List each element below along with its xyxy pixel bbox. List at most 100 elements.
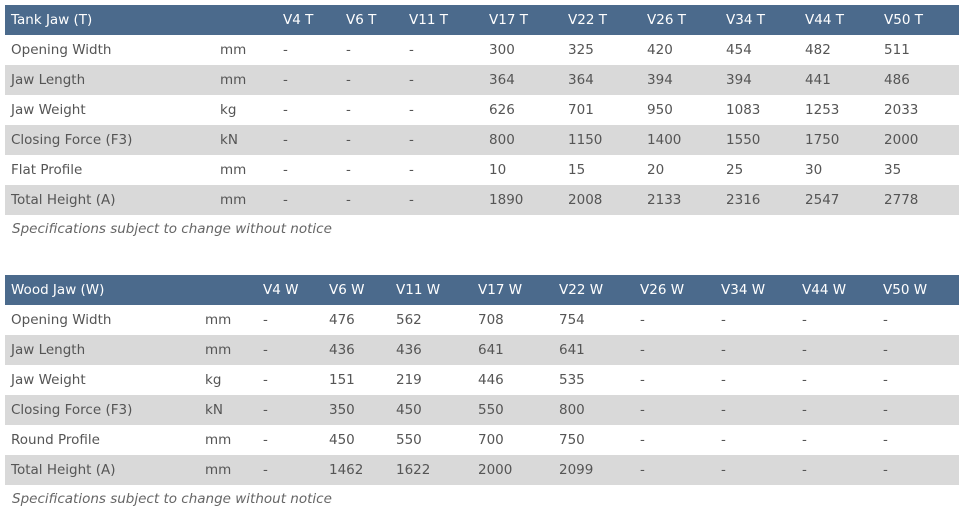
row-unit: mm: [220, 162, 247, 178]
row-value: -: [640, 312, 645, 328]
row-unit: kg: [205, 372, 222, 388]
row-value: -: [403, 65, 484, 95]
model-header: V11 T: [403, 5, 484, 35]
row-value: -: [263, 372, 268, 388]
row-value: 364: [483, 65, 563, 95]
row-label: Round Profile: [11, 432, 100, 448]
tank-jaw-spec-table: Tank Jaw (T) V4 T V6 T V11 T V17 T V22 T…: [5, 5, 960, 215]
row-label: Total Height (A): [5, 185, 214, 215]
row-value: -: [883, 372, 888, 388]
row-value: 420: [647, 42, 673, 58]
table-row: Opening Width mm - 476 562 708 754 - - - -: [5, 305, 959, 335]
row-unit: mm: [199, 335, 257, 365]
row-value: 2000: [878, 125, 960, 155]
row-value: -: [802, 432, 807, 448]
row-value: 394: [641, 65, 721, 95]
row-value: 1253: [805, 102, 840, 118]
model-header: V4 T: [277, 5, 341, 35]
row-value: 350: [323, 395, 390, 425]
table-body: Opening Width mm - - -300 325 420 454 482 511 Jaw …: [5, 35, 960, 215]
disclaimer-note: Specifications subject to change without…: [12, 491, 332, 507]
table-header-row: Tank Jaw (T) V4 T V6 T V11 T V17 T V22 T…: [5, 5, 960, 35]
model-header: V22 W: [553, 275, 634, 305]
row-value: 35: [884, 162, 902, 178]
row-value: -: [796, 455, 877, 485]
row-value: -: [340, 125, 404, 155]
row-value: -: [283, 162, 288, 178]
row-value: 441: [799, 65, 879, 95]
row-value: -: [277, 125, 341, 155]
row-value: -: [883, 432, 888, 448]
row-value: 750: [559, 432, 585, 448]
row-value: -: [634, 455, 715, 485]
row-value: 535: [559, 372, 585, 388]
row-value: -: [346, 42, 351, 58]
row-value: -: [721, 312, 726, 328]
row-value: -: [877, 395, 959, 425]
model-header: V44 T: [799, 5, 879, 35]
row-value: 151: [329, 372, 355, 388]
row-value: 450: [390, 395, 472, 425]
row-value: -: [796, 395, 877, 425]
table-row: Flat Profile mm - - - 10 15 20 25 30 35: [5, 155, 959, 185]
row-value: 1150: [562, 125, 642, 155]
row-value: 1550: [720, 125, 800, 155]
row-value: 436: [323, 335, 390, 365]
row-value: 950: [647, 102, 673, 118]
row-value: 550: [472, 395, 553, 425]
row-value: -: [715, 395, 796, 425]
table-row: Jaw Length mm -436 436 641 641- - - -: [5, 335, 959, 365]
row-value: -: [409, 162, 414, 178]
table-row: Total Height (A) mm - - -1890 2008 2133 2316 254…: [5, 185, 960, 215]
row-unit: mm: [199, 455, 257, 485]
model-header: V34 T: [720, 5, 800, 35]
wood-jaw-spec-table: Wood Jaw (W) V4 W V6 W V11 W V17 W V22 W…: [5, 275, 959, 485]
row-label: Closing Force (F3): [5, 395, 199, 425]
row-value: 2547: [799, 185, 879, 215]
row-unit: mm: [214, 65, 278, 95]
model-header: V6 T: [340, 5, 404, 35]
row-value: -: [346, 102, 351, 118]
row-value: 2000: [472, 455, 553, 485]
row-value: 25: [726, 162, 744, 178]
row-value: 626: [489, 102, 515, 118]
row-value: 2033: [884, 102, 919, 118]
table-row: Jaw Weight kg - - - 626 701 950 1083 1253 2033: [5, 95, 959, 125]
row-value: -: [883, 312, 888, 328]
row-value: -: [277, 65, 341, 95]
row-unit: mm: [214, 185, 278, 215]
row-value: 550: [396, 432, 422, 448]
row-value: -: [802, 372, 807, 388]
row-value: 708: [478, 312, 504, 328]
row-value: -: [283, 102, 288, 118]
row-value: -: [257, 395, 323, 425]
model-header: V50 T: [878, 5, 960, 35]
row-value: -: [634, 335, 715, 365]
row-value: -: [403, 125, 484, 155]
row-value: 641: [472, 335, 553, 365]
row-value: 800: [483, 125, 563, 155]
row-value: -: [340, 185, 404, 215]
row-value: -: [715, 335, 796, 365]
row-label: Flat Profile: [11, 162, 83, 178]
row-value: 1890: [483, 185, 563, 215]
row-value: 800: [553, 395, 634, 425]
row-value: 754: [559, 312, 585, 328]
row-value: 454: [726, 42, 752, 58]
row-label: Jaw Weight: [11, 102, 86, 118]
row-value: 486: [878, 65, 960, 95]
row-value: 300: [489, 42, 515, 58]
table-row: Closing Force (F3) kN - - -800 1150 1400 1550 17…: [5, 125, 960, 155]
table-body: Opening Width mm -476 562 708 754- - - - Jaw Leng…: [5, 305, 959, 485]
model-header: V50 W: [877, 275, 959, 305]
row-label: Jaw Length: [5, 335, 199, 365]
model-header: V26 T: [641, 5, 721, 35]
row-label: Total Height (A): [5, 455, 199, 485]
row-value: 30: [805, 162, 823, 178]
table-header-row: Wood Jaw (W) V4 W V6 W V11 W V17 W V22 W…: [5, 275, 959, 305]
row-value: 641: [553, 335, 634, 365]
row-value: -: [409, 42, 414, 58]
row-value: 10: [489, 162, 507, 178]
row-value: 2008: [562, 185, 642, 215]
row-value: 1622: [390, 455, 472, 485]
